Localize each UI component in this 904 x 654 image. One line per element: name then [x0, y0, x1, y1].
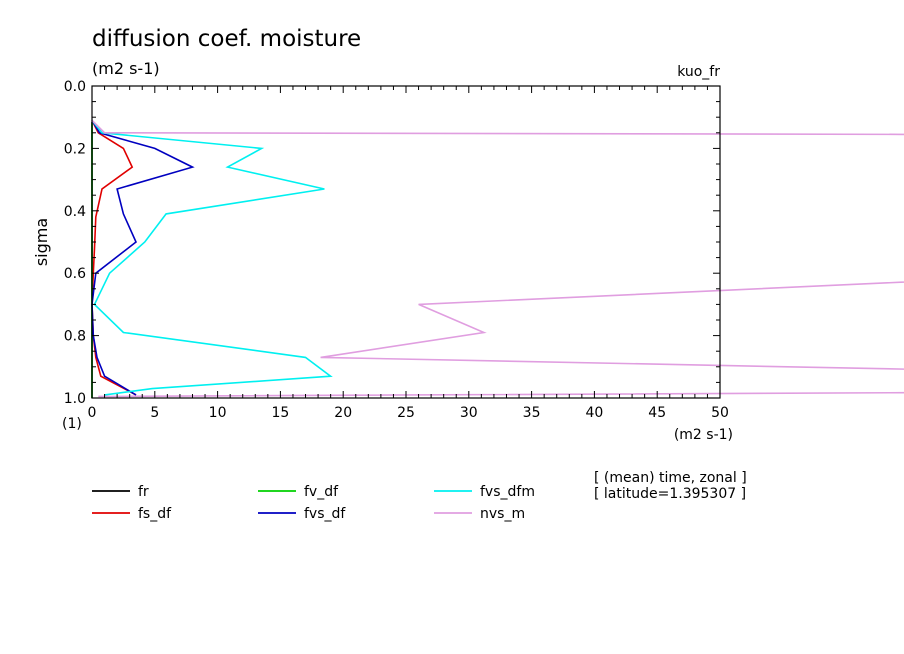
series-line-fvs-df — [91, 119, 195, 396]
x-tick-label: 40 — [585, 405, 603, 421]
x-tick-label: 5 — [150, 405, 159, 421]
x-axis-label: (m2 s-1) — [674, 427, 733, 443]
legend-label-fv-df: fv_df — [304, 484, 339, 500]
chart-units-label: (m2 s-1) — [92, 59, 160, 78]
legend-label-nvs-m: nvs_m — [480, 506, 525, 522]
series-layer — [91, 119, 904, 398]
legend-label-fvs-dfm: fvs_dfm — [480, 484, 535, 500]
series-line-nvs-m — [91, 119, 904, 398]
chart-title: diffusion coef. moisture — [92, 26, 361, 52]
info-line-latitude: [ latitude=1.395307 ] — [594, 486, 746, 502]
x-tick-label: 30 — [460, 405, 478, 421]
x-tick-label: 50 — [711, 405, 729, 421]
y-unit-label: (1) — [62, 416, 82, 432]
y-tick-label: 0.8 — [64, 329, 86, 345]
x-tick-label: 25 — [397, 405, 415, 421]
legend-label-fvs-df: fvs_df — [304, 506, 346, 522]
series-line-fs-df — [91, 119, 137, 396]
x-tick-label: 15 — [271, 405, 289, 421]
y-tick-label: 1.0 — [64, 391, 86, 407]
run-label: kuo_fr — [677, 64, 720, 80]
y-tick-label: 0.2 — [64, 141, 86, 157]
y-axis: 0.0 0.2 0.4 0.6 0.8 1.0 — [64, 79, 720, 407]
x-axis: 0 5 10 15 20 25 30 35 40 45 50 — [88, 86, 729, 421]
y-axis-label: sigma — [32, 218, 51, 266]
x-tick-label: 45 — [648, 405, 666, 421]
legend-label-fs-df: fs_df — [138, 506, 172, 522]
x-tick-label: 0 — [88, 405, 97, 421]
x-tick-label: 35 — [523, 405, 541, 421]
legend: fr fv_df fvs_dfm fs_df fvs_df nvs_m — [92, 484, 535, 522]
x-tick-label: 10 — [209, 405, 227, 421]
y-tick-label: 0.6 — [64, 266, 86, 282]
series-line-fvs-dfm — [91, 119, 333, 396]
y-tick-label: 0.4 — [64, 204, 86, 220]
legend-label-fr: fr — [138, 484, 149, 500]
x-tick-label: 20 — [334, 405, 352, 421]
y-tick-label: 0.0 — [64, 79, 86, 95]
info-line-time: [ (mean) time, zonal ] — [594, 470, 747, 486]
